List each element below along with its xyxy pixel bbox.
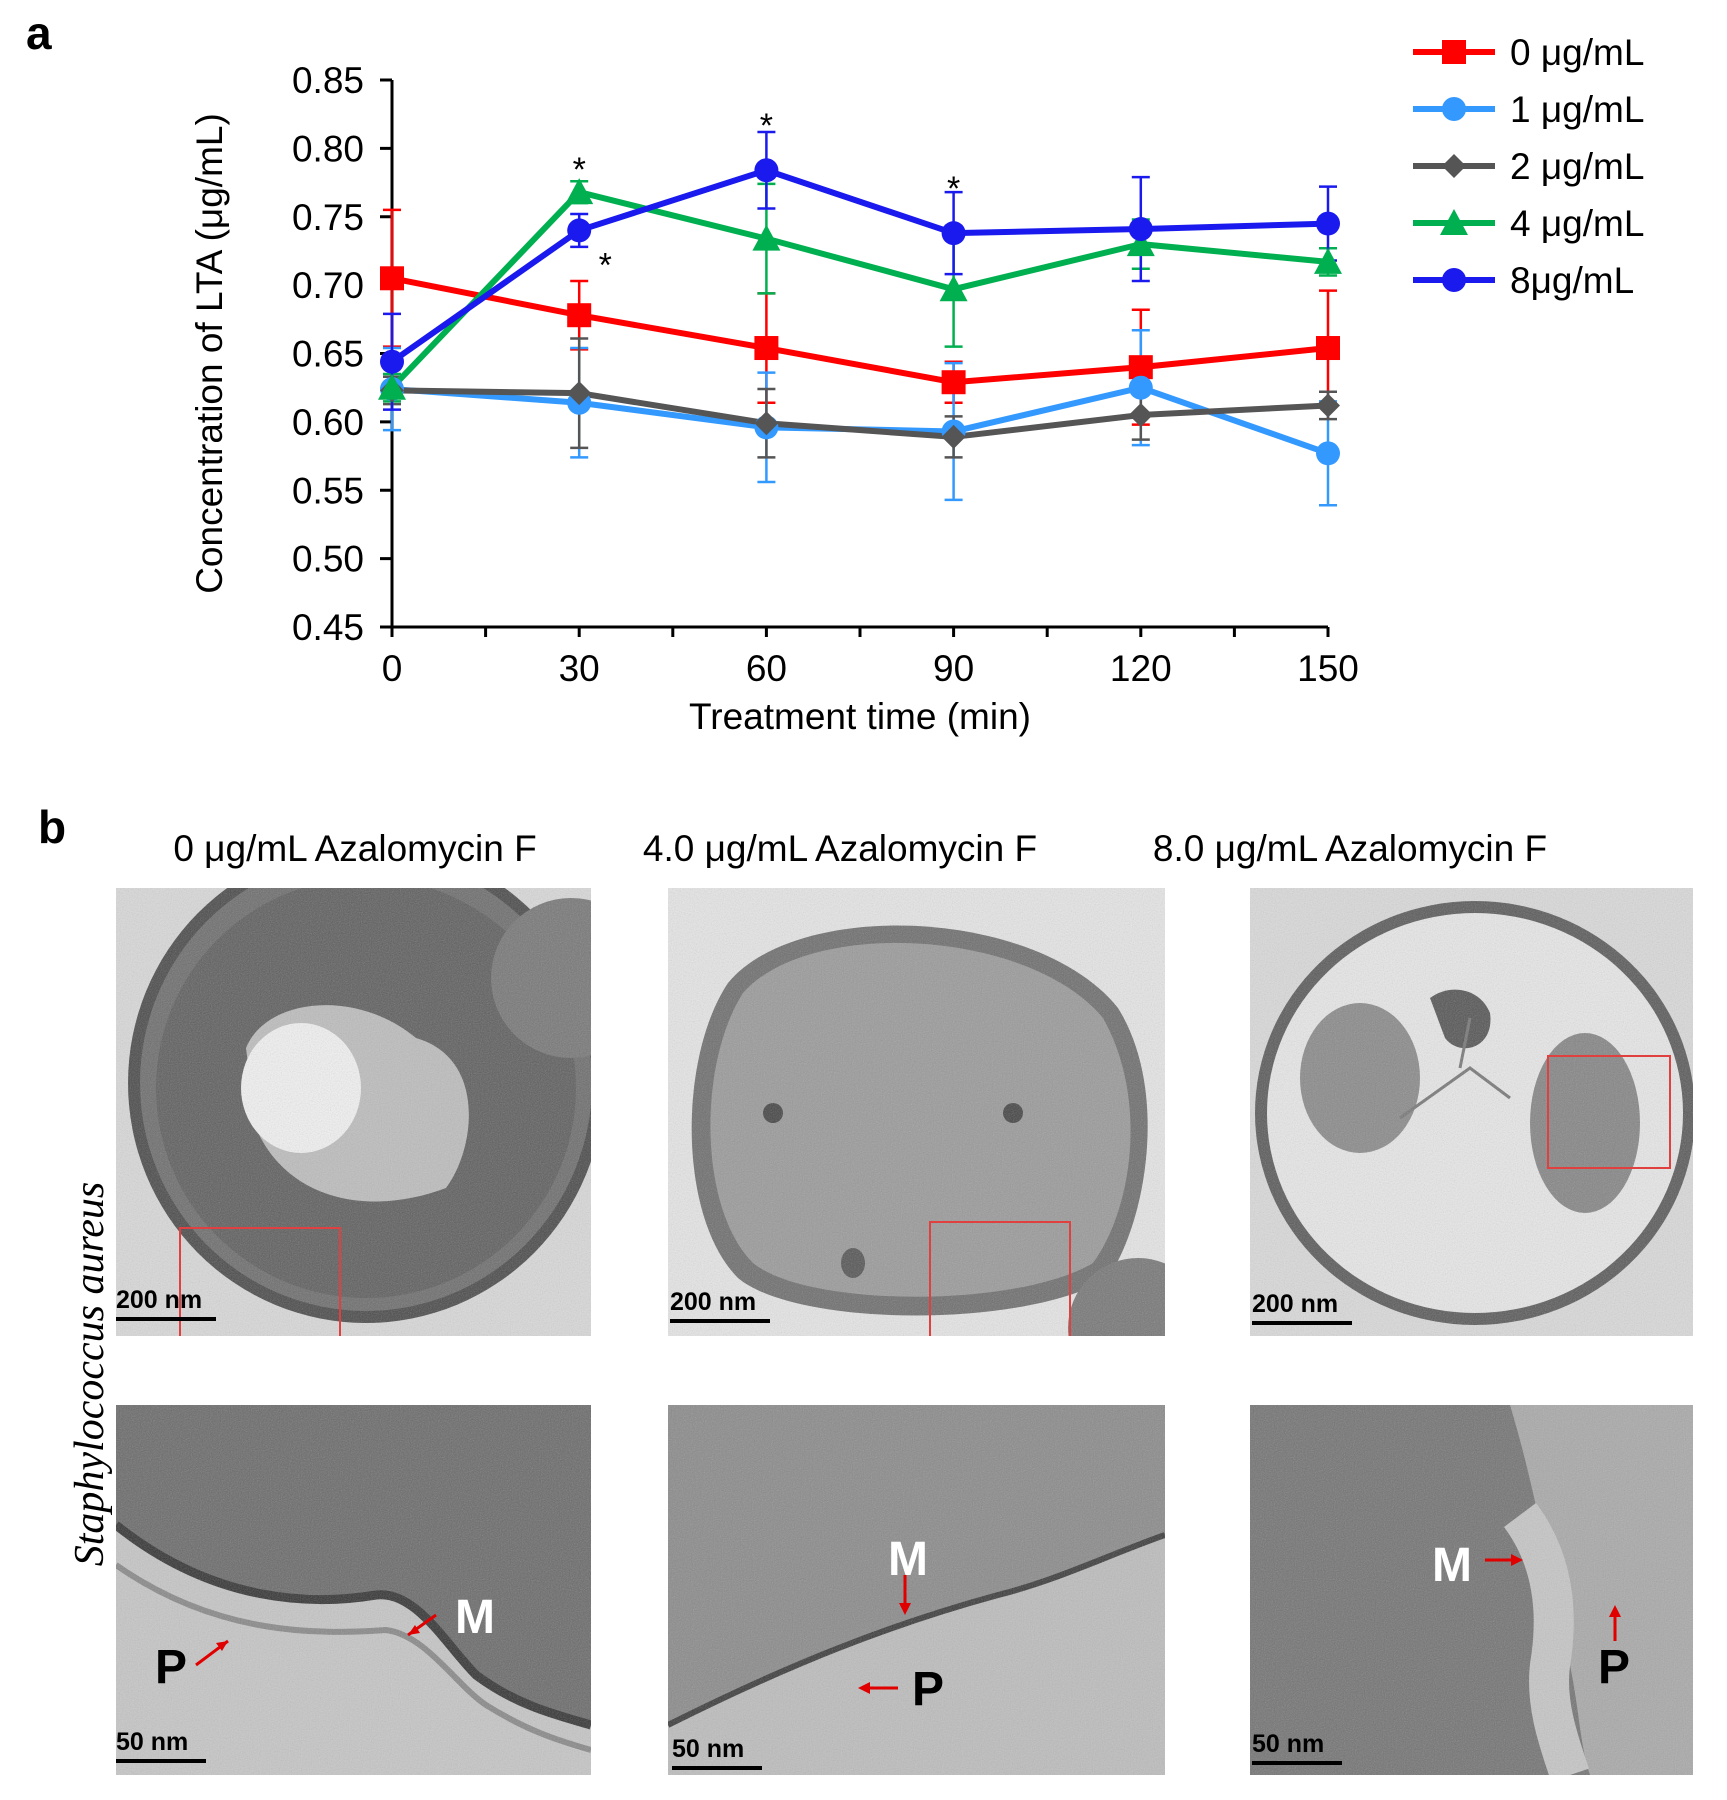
y-tick-label: 0.80	[292, 128, 364, 169]
significance-star: *	[573, 151, 586, 189]
y-tick-label: 0.55	[292, 470, 364, 511]
data-point-3-5	[1314, 247, 1342, 274]
scale-bar-0-top: 200 nm	[116, 1286, 216, 1321]
data-point-3-1	[565, 178, 594, 205]
tem-image-8-overview	[1250, 888, 1693, 1336]
panel-b-letter: b	[38, 801, 67, 853]
series-line-4	[390, 167, 1329, 365]
scale-bar-4-bottom: 50 nm	[672, 1735, 762, 1770]
y-tick-label: 0.75	[292, 197, 364, 238]
membrane-label-8: M	[1432, 1539, 1472, 1592]
data-point-3-0	[378, 373, 406, 400]
x-tick-label: 150	[1297, 648, 1359, 689]
data-point-0-1	[567, 303, 592, 328]
wall-label-8: P	[1598, 1641, 1631, 1694]
tem-title-4: 4.0 μg/mL Azalomycin F	[642, 828, 1038, 869]
data-point-3-4	[1126, 230, 1155, 257]
legend-marker-0	[1442, 40, 1466, 64]
wall-label-0: P	[155, 1641, 188, 1694]
data-point-4-2	[754, 158, 779, 183]
y-tick-label: 0.85	[292, 60, 364, 101]
y-tick-label: 0.65	[292, 334, 364, 375]
x-tick-label: 60	[746, 648, 787, 689]
scale-bar-8-top: 200 nm	[1252, 1290, 1352, 1325]
species-label: Staphylococcus aureus	[67, 1181, 113, 1567]
x-tick-label: 120	[1110, 648, 1172, 689]
x-tick-label: 90	[933, 648, 974, 689]
y-axis-title: Concentration of LTA (μg/mL)	[189, 113, 230, 594]
legend-label-1: 1 μg/mL	[1510, 89, 1644, 130]
data-point-0-5	[1316, 336, 1340, 361]
tem-image-0-overview	[116, 888, 591, 1336]
tem-image-4-zoom	[668, 1405, 1165, 1775]
data-point-2-4	[1128, 403, 1153, 428]
legend-marker-3	[1440, 209, 1468, 235]
x-tick-label: 30	[559, 648, 600, 689]
scale-bar-4-top: 200 nm	[670, 1288, 770, 1323]
legend-label-2: 2 μg/mL	[1510, 146, 1644, 187]
data-point-3-2	[752, 224, 781, 251]
data-point-2-3	[941, 424, 966, 449]
data-point-0-0	[380, 266, 404, 291]
scale-bar-0-bottom: 50 nm	[116, 1728, 206, 1763]
y-tick-label: 0.60	[292, 402, 364, 443]
legend-marker-1	[1442, 97, 1466, 121]
tem-title-8: 8.0 μg/mL Azalomycin F	[1152, 828, 1548, 869]
significance-star: *	[599, 247, 612, 285]
data-point-4-5	[1316, 211, 1340, 236]
data-point-2-1	[567, 381, 592, 406]
series-line-3	[389, 188, 1329, 390]
series-line-1	[391, 384, 1329, 457]
membrane-label-0: M	[455, 1591, 495, 1644]
legend-label-4: 8μg/mL	[1510, 260, 1634, 301]
data-point-0-3	[941, 370, 966, 395]
scale-bar-8-bottom: 50 nm	[1252, 1730, 1342, 1765]
legend-marker-2	[1442, 154, 1466, 178]
wall-label-4: P	[912, 1663, 945, 1716]
data-point-4-4	[1128, 217, 1153, 242]
data-point-1-5	[1316, 441, 1340, 466]
legend-marker-4	[1442, 268, 1466, 292]
lta-line-chart: 0.45 0.50 0.55 0.60 0.65 0.70 0.75 0.80 0.85 0 30 6…	[189, 32, 1644, 737]
series-line-2	[391, 387, 1329, 440]
data-point-4-3	[941, 221, 966, 246]
y-tick-label: 0.50	[292, 539, 364, 580]
data-point-1-4	[1128, 375, 1153, 400]
y-tick-label: 0.45	[292, 607, 364, 648]
data-point-0-4	[1128, 355, 1153, 380]
x-axis-title: Treatment time (min)	[689, 696, 1031, 737]
significance-star: *	[947, 170, 960, 208]
data-point-3-3	[939, 275, 968, 302]
significance-star: *	[760, 107, 773, 145]
membrane-label-4: M	[888, 1533, 928, 1586]
y-tick-label: 0.70	[292, 265, 364, 306]
data-point-0-2	[754, 336, 779, 361]
tem-title-0: 0 μg/mL Azalomycin F	[173, 828, 537, 869]
data-point-2-5	[1316, 393, 1340, 418]
tem-image-4-overview	[668, 888, 1165, 1336]
series-line-0	[391, 275, 1329, 386]
tem-image-0-zoom	[116, 1405, 591, 1775]
panel-a-letter: a	[26, 7, 52, 59]
legend-label-3: 4 μg/mL	[1510, 203, 1644, 244]
data-point-4-1	[567, 218, 592, 243]
data-point-2-2	[754, 411, 779, 436]
data-point-4-0	[380, 349, 404, 374]
legend-label-0: 0 μg/mL	[1510, 32, 1644, 73]
x-tick-label: 0	[382, 648, 403, 689]
tem-image-8-zoom	[1250, 1405, 1693, 1775]
